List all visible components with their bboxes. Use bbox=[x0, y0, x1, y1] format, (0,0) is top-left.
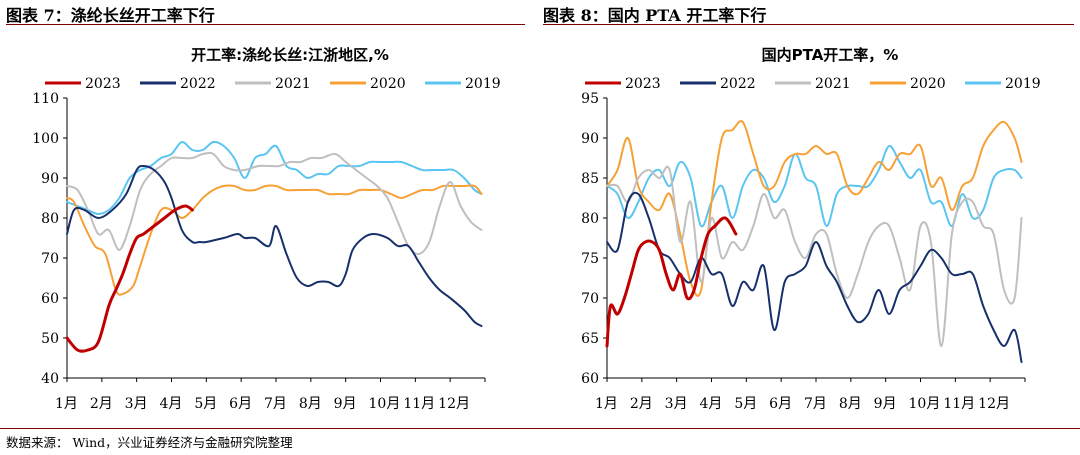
series-line-2023 bbox=[605, 216, 738, 348]
x-tick-label: 9月 bbox=[334, 396, 357, 412]
legend-label: 2019 bbox=[465, 76, 501, 92]
x-tick-label: 10月 bbox=[909, 396, 941, 412]
x-tick-label: 6月 bbox=[229, 396, 252, 412]
legend-label: 2022 bbox=[180, 76, 216, 92]
chart-panel-pta: 国内PTA开工率，% 2023 2022 2021 2020 2019 60 65 70 75 80… bbox=[540, 30, 1065, 425]
x-tick-label: 11月 bbox=[403, 396, 435, 412]
series-line-2020 bbox=[606, 120, 1023, 297]
x-tick-label: 9月 bbox=[874, 396, 897, 412]
y-tick-label: 50 bbox=[41, 331, 59, 347]
y-tick-label: 90 bbox=[41, 171, 59, 187]
legend-label: 2021 bbox=[275, 76, 311, 92]
x-tick-label: 12月 bbox=[438, 396, 470, 412]
chart-polyester-filament: 开工率:涤纶长丝:江浙地区,% 2023 2022 2021 2020 2019 40 50 6… bbox=[32, 46, 501, 412]
legend-entry-2023: 2023 bbox=[45, 76, 121, 92]
legend-entry-2021: 2021 bbox=[235, 76, 311, 92]
x-tick-label: 10月 bbox=[369, 396, 401, 412]
legend-entry-2020: 2020 bbox=[330, 76, 406, 92]
x-tick-label: 5月 bbox=[194, 396, 217, 412]
chart-pta: 国内PTA开工率，% 2023 2022 2021 2020 2019 60 65 70 75 80… bbox=[581, 46, 1041, 412]
y-tick-label: 80 bbox=[581, 211, 599, 227]
y-tick-label: 100 bbox=[32, 131, 59, 147]
y-tick-label: 90 bbox=[581, 131, 599, 147]
legend-label: 2023 bbox=[625, 76, 661, 92]
y-tick-label: 75 bbox=[581, 251, 599, 267]
figure-7-title: 图表 7：涤纶长丝开工率下行 bbox=[6, 6, 215, 25]
source-note: 数据来源： Wind，兴业证券经济与金融研究院整理 bbox=[6, 435, 293, 450]
x-tick-label: 11月 bbox=[943, 396, 975, 412]
y-tick-label: 85 bbox=[581, 171, 599, 187]
legend-label: 2023 bbox=[85, 76, 121, 92]
legend-entry-2019: 2019 bbox=[425, 76, 501, 92]
series-line-2019 bbox=[606, 144, 1023, 228]
figure-7-rule bbox=[6, 24, 525, 25]
series-line-2022 bbox=[606, 191, 1023, 363]
x-tick-label: 3月 bbox=[125, 396, 148, 412]
legend-entry-2022: 2022 bbox=[140, 76, 216, 92]
chart-title: 开工率:涤纶长丝:江浙地区,% bbox=[191, 46, 389, 64]
series-line-2022 bbox=[66, 164, 483, 327]
chart-title: 国内PTA开工率，% bbox=[762, 46, 899, 64]
x-tick-label: 2月 bbox=[630, 396, 653, 412]
y-tick-label: 95 bbox=[581, 91, 599, 107]
series-line-2021 bbox=[606, 165, 1023, 348]
x-tick-label: 4月 bbox=[160, 396, 183, 412]
footer-rule bbox=[0, 428, 1080, 429]
x-tick-label: 2月 bbox=[90, 396, 113, 412]
legend-label: 2021 bbox=[815, 76, 851, 92]
legend-entry-2020: 2020 bbox=[870, 76, 946, 92]
x-tick-label: 7月 bbox=[804, 396, 827, 412]
y-tick-label: 40 bbox=[41, 371, 59, 387]
legend-entry-2021: 2021 bbox=[775, 76, 851, 92]
figure-8-rule bbox=[543, 24, 1074, 25]
series-line-2023 bbox=[65, 204, 194, 353]
x-tick-label: 3月 bbox=[665, 396, 688, 412]
series-line-2019 bbox=[66, 140, 483, 215]
x-tick-label: 8月 bbox=[839, 396, 862, 412]
x-tick-label: 8月 bbox=[299, 396, 322, 412]
x-tick-label: 1月 bbox=[595, 396, 618, 412]
chart-panel-polyester: 开工率:涤纶长丝:江浙地区,% 2023 2022 2021 2020 2019 40 50 6… bbox=[0, 30, 525, 425]
legend-label: 2020 bbox=[910, 76, 946, 92]
legend-entry-2023: 2023 bbox=[585, 76, 661, 92]
y-tick-label: 70 bbox=[581, 291, 599, 307]
x-tick-label: 4月 bbox=[700, 396, 723, 412]
x-tick-label: 7月 bbox=[264, 396, 287, 412]
series-line-2020 bbox=[66, 184, 483, 296]
legend-entry-2019: 2019 bbox=[965, 76, 1041, 92]
legend-label: 2020 bbox=[370, 76, 406, 92]
x-tick-label: 6月 bbox=[769, 396, 792, 412]
y-tick-label: 65 bbox=[581, 331, 599, 347]
y-tick-label: 60 bbox=[581, 371, 599, 387]
y-tick-label: 60 bbox=[41, 291, 59, 307]
x-tick-label: 1月 bbox=[55, 396, 78, 412]
y-tick-label: 110 bbox=[32, 91, 59, 107]
figure-8-title: 图表 8：国内 PTA 开工率下行 bbox=[543, 6, 767, 25]
y-tick-label: 80 bbox=[41, 211, 59, 227]
x-tick-label: 12月 bbox=[978, 396, 1010, 412]
y-tick-label: 70 bbox=[41, 251, 59, 267]
x-tick-label: 5月 bbox=[734, 396, 757, 412]
legend-label: 2019 bbox=[1005, 76, 1041, 92]
legend-label: 2022 bbox=[720, 76, 756, 92]
legend-entry-2022: 2022 bbox=[680, 76, 756, 92]
